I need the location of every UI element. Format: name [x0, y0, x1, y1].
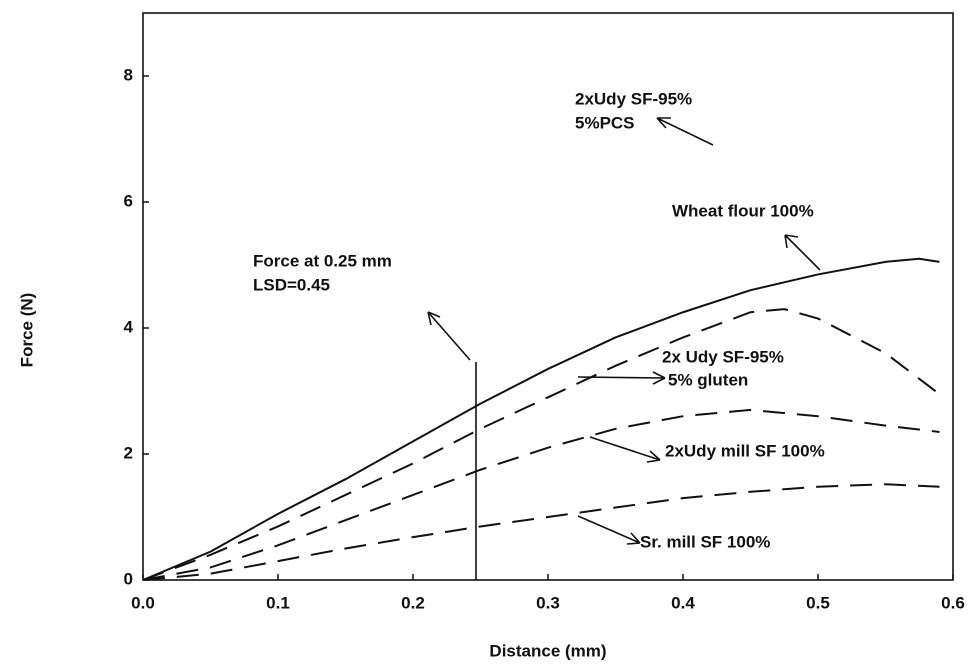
x-tick-label: 0.3	[536, 593, 560, 612]
series-label: 5% gluten	[668, 370, 748, 389]
annotation: 2xUdy SF-95%	[575, 89, 692, 108]
x-tick-label: 0.5	[806, 593, 830, 612]
x-axis-label: Distance (mm)	[489, 641, 606, 660]
series-line	[142, 257, 940, 581]
y-tick-label: 2	[124, 443, 133, 462]
series-label: 2xUdy mill SF 100%	[665, 441, 825, 460]
y-axis-label: Force (N)	[17, 293, 36, 368]
x-tick-label: 0.1	[266, 593, 290, 612]
x-tick-label: 0.0	[131, 593, 155, 612]
series-line	[142, 308, 941, 581]
x-tick-label: 0.6	[941, 593, 965, 612]
plot-frame	[142, 12, 954, 581]
y-tick-label: 0	[124, 569, 133, 588]
x-tick-label: 0.2	[401, 593, 425, 612]
series-label: Wheat flour 100%	[672, 201, 814, 220]
annotation: Force at 0.25 mm	[253, 251, 392, 270]
y-tick-label: 8	[124, 65, 133, 84]
y-tick-label: 6	[124, 191, 133, 210]
series-label: 2x Udy SF-95%	[662, 347, 784, 366]
annotation: 5%PCS	[575, 113, 635, 132]
series-label: Sr. mill SF 100%	[640, 532, 770, 551]
series-line	[142, 483, 940, 581]
annotation-arrows	[427, 117, 821, 580]
series-line	[142, 408, 940, 581]
y-tick-label: 4	[124, 317, 134, 336]
annotation: LSD=0.45	[253, 275, 330, 294]
x-tick-label: 0.4	[671, 593, 695, 612]
